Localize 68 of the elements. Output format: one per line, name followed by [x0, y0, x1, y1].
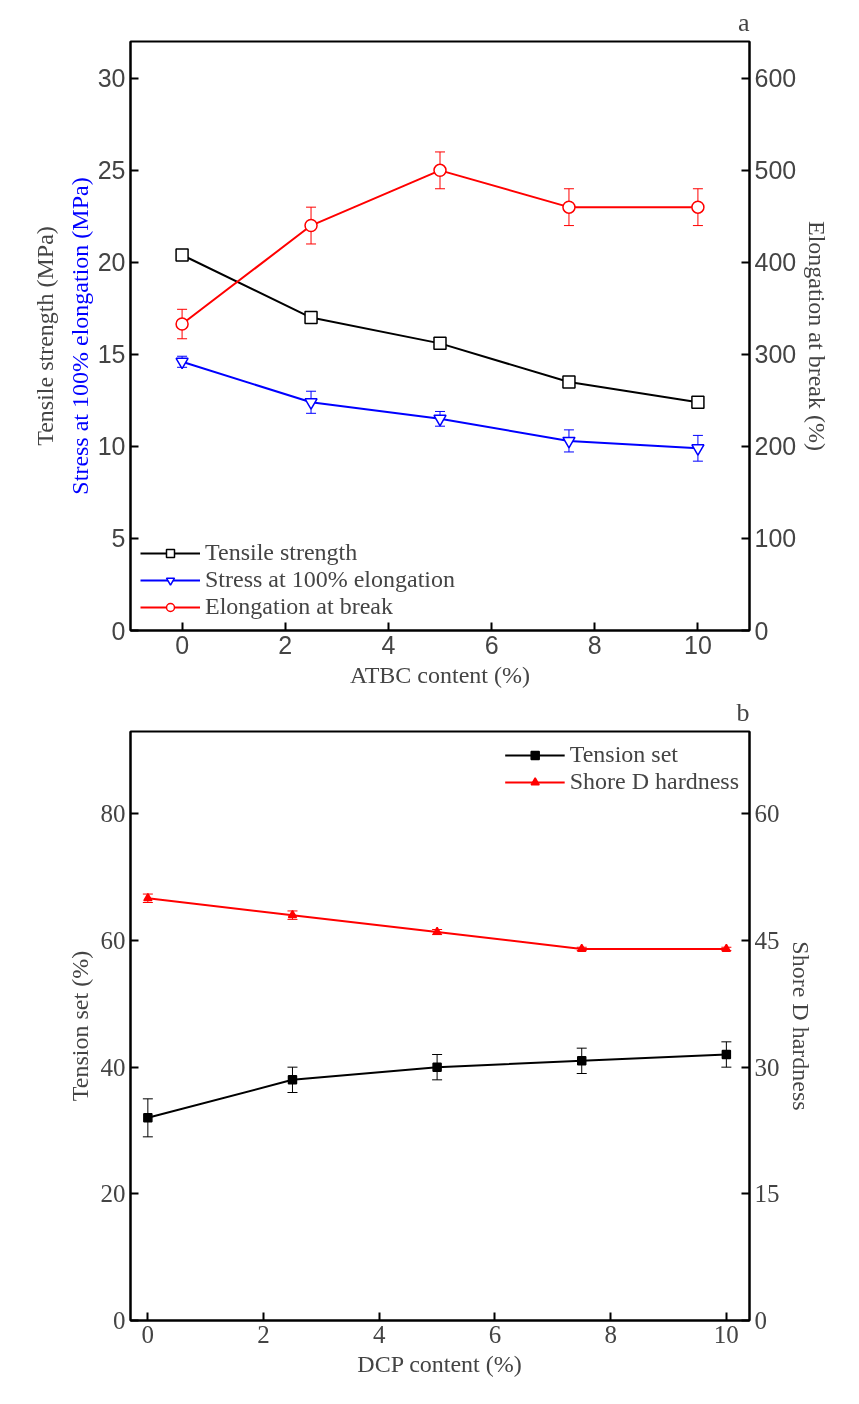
y-axis-title: Tension set (%): [66, 950, 93, 1102]
x-tick-label: 8: [587, 630, 602, 659]
point: [691, 444, 705, 456]
text: Stress at 100% elongation (MPa): [66, 177, 93, 495]
y2-axis-title: Shore D hardness: [787, 941, 814, 1111]
point: [433, 336, 447, 351]
point: [432, 1062, 442, 1072]
x-tick-label: 6: [484, 630, 499, 659]
point: [562, 375, 576, 389]
legend-label: Tension set: [569, 741, 678, 768]
y-tick-label: 40: [100, 1053, 126, 1081]
y2-tick-label: 500: [754, 156, 797, 185]
y2-tick-label: 300: [754, 340, 797, 369]
legend-label: Stress at 100% elongation: [205, 566, 455, 593]
legend-label: Elongation at break: [205, 593, 393, 620]
point: [432, 926, 442, 936]
y-tick-label: 20: [100, 1180, 126, 1208]
y-tick-label: 80: [100, 800, 126, 828]
point: [304, 398, 318, 410]
x-tick-label: 2: [257, 1320, 270, 1348]
y2-tick-label: 15: [754, 1180, 780, 1208]
point: [691, 200, 705, 214]
x-tick-label: 10: [713, 1320, 739, 1348]
point: [433, 414, 447, 427]
point: [287, 1075, 298, 1085]
point: [175, 317, 189, 331]
point: [721, 1049, 732, 1060]
x-tick-label: 6: [488, 1320, 502, 1348]
y-tick-label: 20: [97, 248, 126, 277]
point: [175, 248, 189, 262]
y-tick-label: 60: [100, 927, 126, 954]
chart-title: b: [736, 697, 750, 727]
point: [562, 436, 576, 449]
x-axis-title: DCP content (%): [357, 1350, 522, 1377]
chart-title: a: [737, 7, 750, 37]
point: [304, 218, 318, 233]
legend-label: Shore D hardness: [569, 768, 739, 795]
y2-axis-title: Elongation at break (%): [804, 221, 831, 451]
y2-tick-label: 400: [754, 248, 797, 277]
point: [433, 163, 447, 178]
point: [143, 1113, 153, 1123]
point: [691, 395, 705, 410]
y2-tick-label: 45: [754, 927, 780, 954]
point: [576, 1056, 587, 1066]
y2-tick-label: 100: [754, 524, 797, 553]
y-tick-label: 30: [97, 64, 126, 93]
y-tick-label: 10: [97, 432, 126, 461]
y-tick-label: 25: [97, 156, 126, 185]
y-tick-label: 5: [111, 524, 126, 553]
x-tick-label: 4: [381, 630, 396, 659]
y-axis-title: Tensile strength (MPa): [31, 226, 58, 446]
x-tick-label: 10: [684, 630, 712, 659]
y-tick-label: 15: [97, 340, 126, 369]
point: [562, 200, 576, 214]
legend-label: Tensile strength: [205, 539, 358, 566]
x-tick-label: 0: [175, 630, 190, 659]
point: [576, 943, 587, 952]
y2-tick-label: 200: [754, 432, 797, 461]
x-tick-label: 4: [373, 1320, 387, 1348]
x-tick-label: 2: [278, 630, 293, 659]
y2-tick-label: 30: [754, 1053, 780, 1081]
y2-tick-label: 60: [754, 800, 780, 828]
point: [304, 310, 318, 325]
y2-tick-label: 600: [754, 64, 797, 93]
x-axis-title: ATBC content (%): [350, 661, 530, 688]
x-tick-label: 8: [604, 1320, 617, 1348]
point: [721, 943, 732, 952]
x-tick-label: 0: [141, 1320, 155, 1348]
